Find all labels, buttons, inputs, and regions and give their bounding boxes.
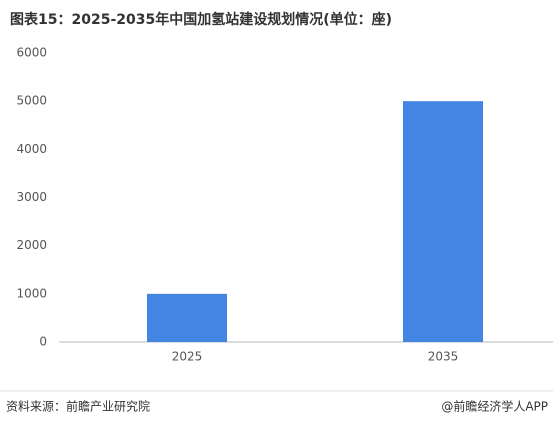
y-tick-label: 6000 xyxy=(16,46,47,60)
y-tick-label: 0 xyxy=(39,335,47,349)
y-tick-label: 4000 xyxy=(16,142,47,156)
bar xyxy=(147,293,227,342)
y-tick-label: 2000 xyxy=(16,238,47,252)
y-tick-label: 1000 xyxy=(16,286,47,300)
source: 资料来源：前瞻产业研究院 xyxy=(6,399,150,414)
x-tick-label: 2035 xyxy=(428,350,459,364)
y-tick-label: 3000 xyxy=(16,190,47,204)
chart-title: 图表15：2025-2035年中国加氢站建设规划情况(单位：座) xyxy=(10,11,392,28)
y-tick-label: 5000 xyxy=(16,94,47,108)
credit: @前瞻经济学人APP xyxy=(441,399,548,414)
bar xyxy=(403,101,483,343)
x-tick-label: 2025 xyxy=(172,350,203,364)
